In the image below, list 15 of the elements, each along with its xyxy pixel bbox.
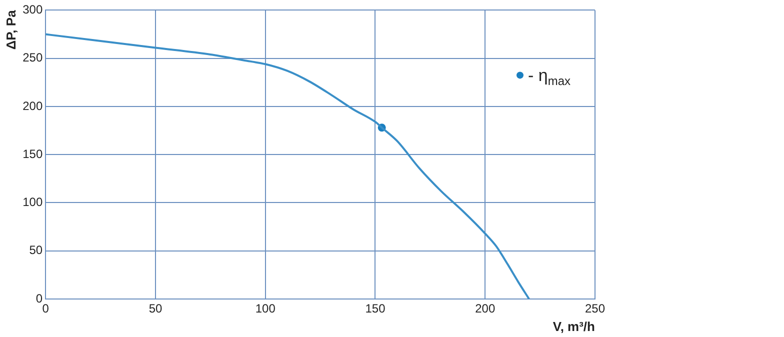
x-axis-title: V, m³/h: [552, 318, 596, 334]
x-tick-label: 50: [148, 302, 162, 316]
y-tick-label: 200: [22, 98, 43, 113]
y-tick-label: 100: [22, 195, 43, 210]
x-tick-label: 100: [255, 302, 276, 316]
x-tick-label: 200: [475, 302, 496, 316]
y-tick-label: 250: [22, 50, 43, 65]
line-series: [46, 33, 530, 299]
y-tick-label: 50: [29, 243, 43, 258]
x-tick-label: 250: [584, 302, 606, 316]
x-tick-label: 150: [365, 302, 386, 316]
y-tick-label: 150: [22, 146, 43, 161]
y-tick-label: 300: [22, 2, 43, 17]
y-tick-label: 0: [36, 291, 43, 306]
y-axis-title: ΔP, Pa: [3, 9, 18, 50]
